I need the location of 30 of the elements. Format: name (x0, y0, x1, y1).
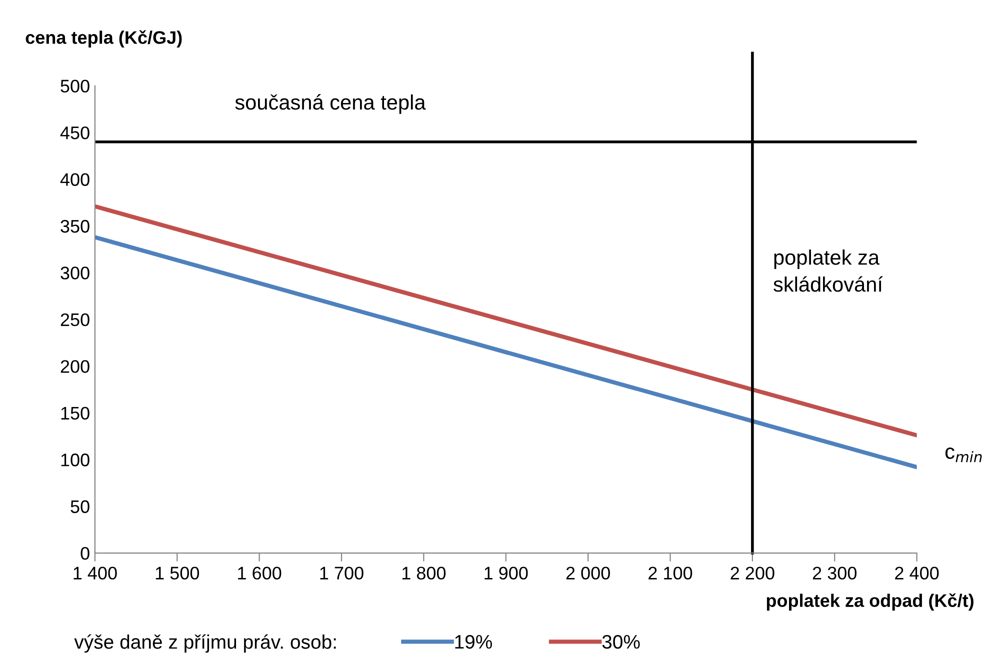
x-tick-label: 2 200 (730, 566, 774, 580)
x-tick-label: 2 000 (566, 566, 610, 580)
x-tick-label: 1 500 (156, 566, 200, 580)
ref-line-label: současná cena tepla (235, 94, 426, 114)
legend-label: 30% (602, 634, 640, 649)
y-tick-label: 500 (60, 80, 90, 93)
y-tick-label: 450 (60, 126, 90, 140)
y-tick-label: 0 (80, 547, 90, 560)
y-tick-label: 100 (61, 454, 90, 466)
y-tick-label: 50 (70, 500, 90, 514)
legend-label: 19% (455, 634, 492, 649)
x-tick-label: 2 300 (812, 566, 857, 580)
y-tick-label: 350 (60, 220, 90, 233)
x-tick-label: 1 600 (238, 566, 282, 580)
x-tick-label: 1 400 (74, 566, 117, 580)
x-tick-label: 1 900 (484, 566, 528, 580)
x-tick-label: 2 100 (648, 566, 692, 580)
y-tick-label: 300 (60, 266, 90, 280)
x-axis-title: poplatek za odpad (Kč/t) (766, 593, 974, 611)
annotation: c$_{min}$ (945, 448, 982, 462)
y-tick-label: 250 (60, 313, 90, 326)
y-tick-label: 400 (60, 173, 90, 186)
x-tick-label: 1 700 (320, 566, 364, 580)
y-tick-label: 150 (61, 406, 90, 420)
y-axis-title: cena tepla (Kč/GJ) (26, 30, 182, 48)
x-tick-label: 2 400 (895, 566, 939, 580)
legend-title: výše daně z příjmu práv. osob: (74, 634, 336, 653)
ref-line-label: poplatek za skládkování (774, 250, 883, 292)
y-tick-label: 200 (60, 360, 90, 373)
x-tick-label: 1 800 (402, 566, 446, 580)
